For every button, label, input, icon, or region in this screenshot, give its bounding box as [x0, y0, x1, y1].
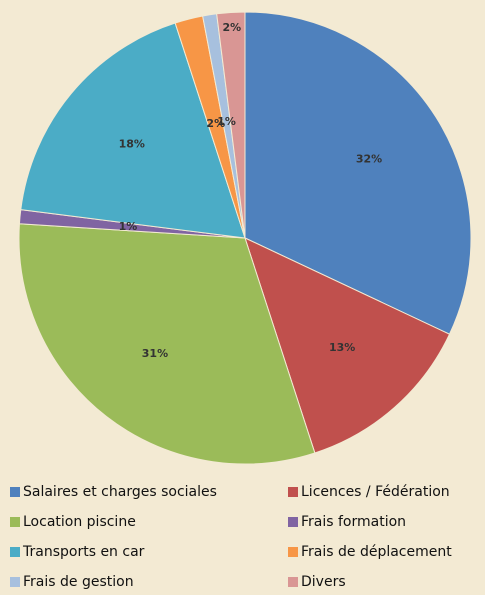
value-label: 2% — [222, 21, 241, 34]
pie-slice — [216, 11, 246, 239]
legend-label: Frais formation — [301, 514, 406, 530]
pie-slice — [18, 223, 316, 465]
pie-slice — [20, 22, 246, 239]
legend-label: Transports en car — [22, 544, 145, 560]
legend-label: Divers — [301, 574, 346, 590]
value-label: 13% — [329, 341, 355, 354]
value-label: 32% — [356, 152, 382, 165]
pie-slice — [244, 11, 472, 335]
legend-swatch — [10, 577, 20, 587]
legend-label: Licences / Fédération — [301, 484, 450, 500]
legend-label: Frais de déplacement — [301, 544, 452, 560]
value-label: 2% — [206, 117, 225, 130]
legend-swatch — [10, 517, 20, 527]
legend-label: Frais de gestion — [23, 574, 134, 590]
value-label: 31% — [142, 347, 168, 360]
legend-label: Location piscine — [23, 514, 136, 530]
legend-swatch — [288, 547, 298, 557]
legend-swatch — [288, 577, 298, 587]
legend-label: Salaires et charges sociales — [23, 484, 217, 500]
legend-swatch — [10, 547, 20, 557]
value-label: 1% — [217, 115, 236, 128]
legend-swatch — [288, 487, 298, 497]
legend-swatch — [288, 517, 298, 527]
value-label: 18% — [119, 137, 145, 150]
pie-slice — [244, 237, 451, 454]
value-label: 1% — [119, 220, 138, 233]
legend-swatch — [10, 487, 20, 497]
